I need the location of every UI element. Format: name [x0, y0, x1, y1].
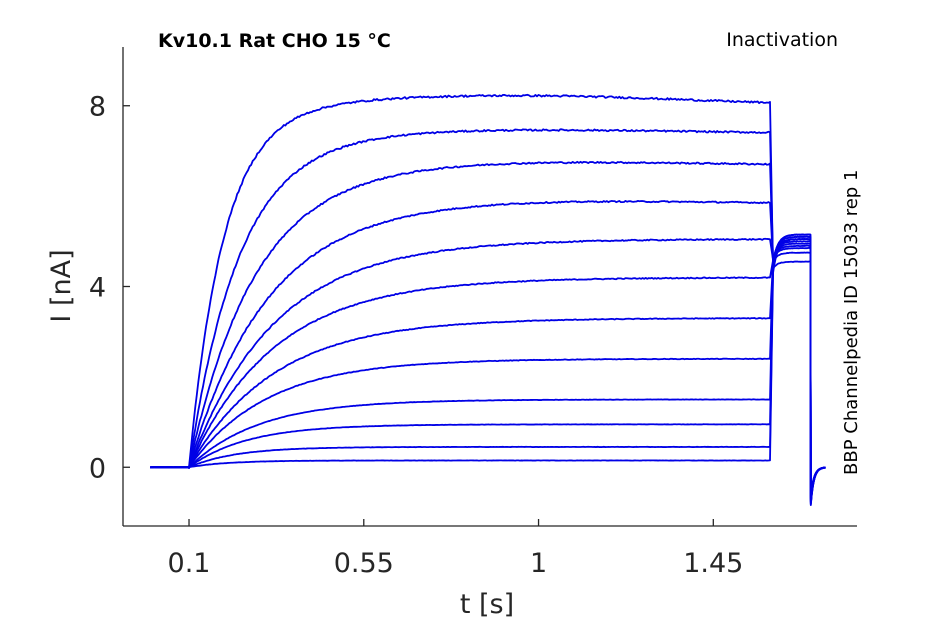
traces: [149, 93, 826, 507]
series-line: [150, 246, 826, 505]
y-ticks: 0 4 8: [89, 92, 130, 484]
series-line: [150, 244, 826, 504]
x-tick-label: 1: [530, 548, 547, 579]
y-axis-label: I [nA]: [46, 249, 77, 322]
series-line: [150, 93, 826, 498]
series-line: [150, 128, 826, 499]
x-tick-label: 0.1: [168, 548, 211, 579]
series-line: [150, 260, 826, 507]
y-tick-label: 4: [89, 273, 106, 304]
series-line: [150, 199, 826, 500]
x-tick-label: 0.55: [334, 548, 394, 579]
x-tick-label: 1.45: [683, 548, 743, 579]
series-line: [150, 235, 826, 501]
side-label: BBP Channelpedia ID 15033 rep 1: [841, 170, 862, 475]
x-ticks: 0.1 0.55 1 1.45: [168, 519, 743, 579]
series-line: [149, 251, 826, 506]
chart-subtitle: Inactivation: [726, 29, 838, 51]
x-axis-label: t [s]: [460, 589, 514, 620]
series-line: [150, 242, 826, 503]
y-tick-label: 0: [89, 453, 106, 484]
series-line: [150, 160, 826, 499]
chart-title: Kv10.1 Rat CHO 15 °C: [158, 30, 391, 52]
series-line: [150, 240, 826, 503]
series-line: [150, 237, 826, 502]
y-tick-label: 8: [89, 92, 106, 123]
